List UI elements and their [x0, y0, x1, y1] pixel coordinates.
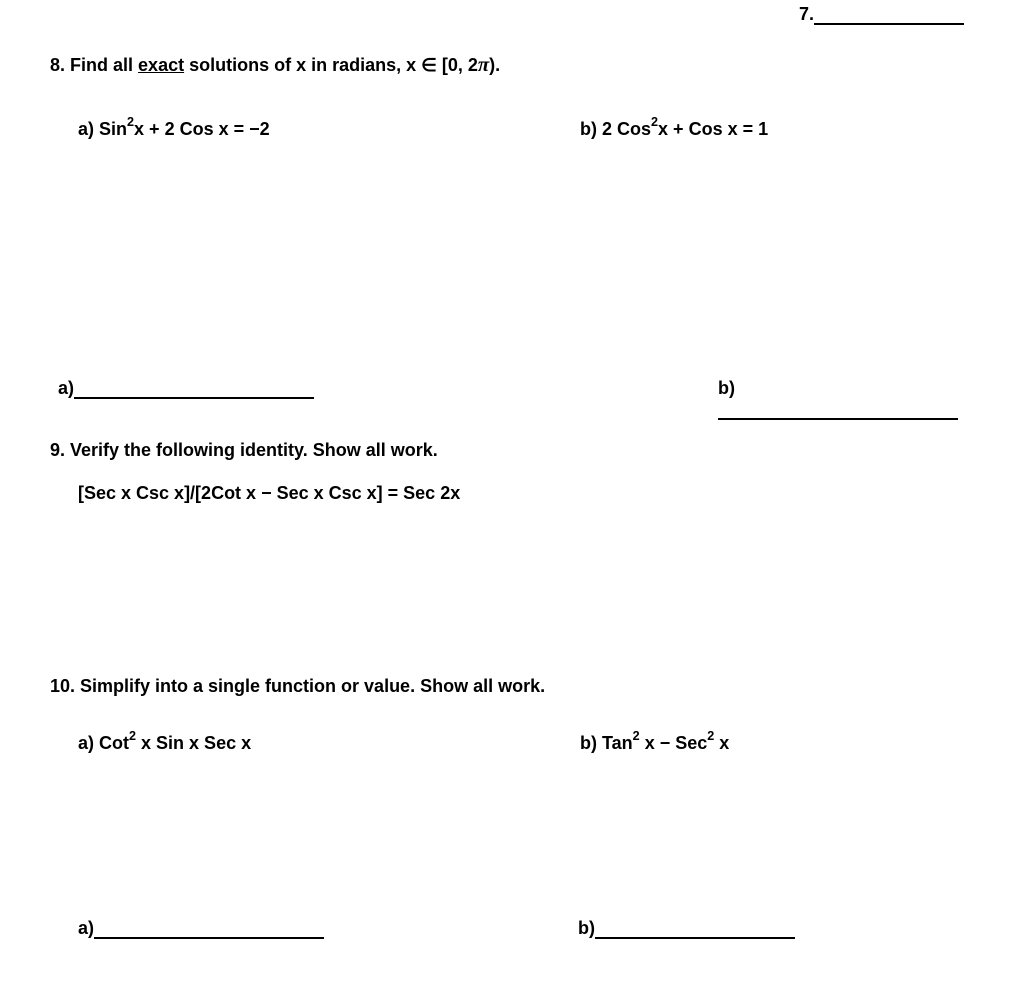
- q10-ans-b-blank[interactable]: [595, 937, 795, 939]
- q10b-label: b): [580, 733, 602, 753]
- q8-subpart-b: b) 2 Cos2x + Cos x = 1: [580, 117, 768, 140]
- q8b-eq-p1: 2 Cos: [602, 119, 651, 139]
- q8-prompt-post: solutions of x in radians, x: [184, 55, 421, 75]
- q8-element-symbol: ∈: [421, 55, 437, 75]
- q10a-eq-p1: Cot: [99, 733, 129, 753]
- q8-prompt: 8. Find all exact solutions of x in radi…: [50, 54, 972, 77]
- q9-prompt: Verify the following identity. Show all …: [65, 440, 438, 460]
- q8-interval-close: ).: [489, 55, 500, 75]
- q10-answer-a: a): [78, 918, 324, 939]
- q10-prompt: Simplify into a single function or value…: [75, 676, 545, 696]
- q8-prompt-underlined: exact: [138, 55, 184, 75]
- q10a-sup: 2: [129, 729, 136, 743]
- q9-number: 9.: [50, 440, 65, 460]
- q8-prompt-pre: Find all: [70, 55, 138, 75]
- q8b-sup: 2: [651, 115, 658, 129]
- q8-interval-open: [0, 2: [437, 55, 478, 75]
- question-10: 10. Simplify into a single function or v…: [50, 676, 972, 731]
- q8-subpart-a: a) Sin2x + 2 Cos x = −2: [78, 117, 270, 140]
- q8a-label: a): [78, 119, 99, 139]
- q8-ans-b-label: b): [718, 378, 735, 398]
- q8-number: 8.: [50, 55, 65, 75]
- q10b-eq-p1: Tan: [602, 733, 633, 753]
- question-8: 8. Find all exact solutions of x in radi…: [50, 54, 972, 117]
- q8-answer-a: a): [58, 378, 314, 399]
- q10-ans-a-blank[interactable]: [94, 937, 324, 939]
- question-9: 9. Verify the following identity. Show a…: [50, 440, 972, 504]
- q8-ans-a-blank[interactable]: [74, 397, 314, 399]
- q8-answer-b: b): [718, 378, 972, 420]
- q10-number: 10.: [50, 676, 75, 696]
- q10-answer-b: b): [578, 918, 795, 939]
- q10-prompt-line: 10. Simplify into a single function or v…: [50, 676, 972, 697]
- q10b-sup1: 2: [633, 729, 640, 743]
- answer-7-blank[interactable]: [814, 23, 964, 25]
- q10-subpart-b: b) Tan2 x − Sec2 x: [580, 731, 729, 754]
- q9-prompt-line: 9. Verify the following identity. Show a…: [50, 440, 972, 461]
- q8-pi: π: [478, 54, 489, 76]
- q10b-eq-p2: x − Sec: [640, 733, 708, 753]
- q10b-eq-p3: x: [714, 733, 729, 753]
- q8b-eq-p2: x + Cos x = 1: [658, 119, 768, 139]
- q8a-eq-p2: x + 2 Cos x = −2: [134, 119, 270, 139]
- answer-blank-7: 7.: [799, 4, 964, 25]
- q8-ans-b-blank[interactable]: [718, 418, 958, 420]
- q10-subpart-a: a) Cot2 x Sin x Sec x: [78, 731, 251, 754]
- q10-ans-a-label: a): [78, 918, 94, 938]
- q10a-eq-p2: x Sin x Sec x: [136, 733, 251, 753]
- q10-ans-b-label: b): [578, 918, 595, 938]
- q8a-sup: 2: [127, 115, 134, 129]
- q8b-label: b): [580, 119, 602, 139]
- q8-ans-a-label: a): [58, 378, 74, 398]
- q8a-eq-p1: Sin: [99, 119, 127, 139]
- q9-equation: [Sec x Csc x]/[2Cot x − Sec x Csc x] = S…: [78, 483, 972, 504]
- answer-7-label: 7.: [799, 4, 814, 24]
- q10b-sup2: 2: [707, 729, 714, 743]
- q10a-label: a): [78, 733, 99, 753]
